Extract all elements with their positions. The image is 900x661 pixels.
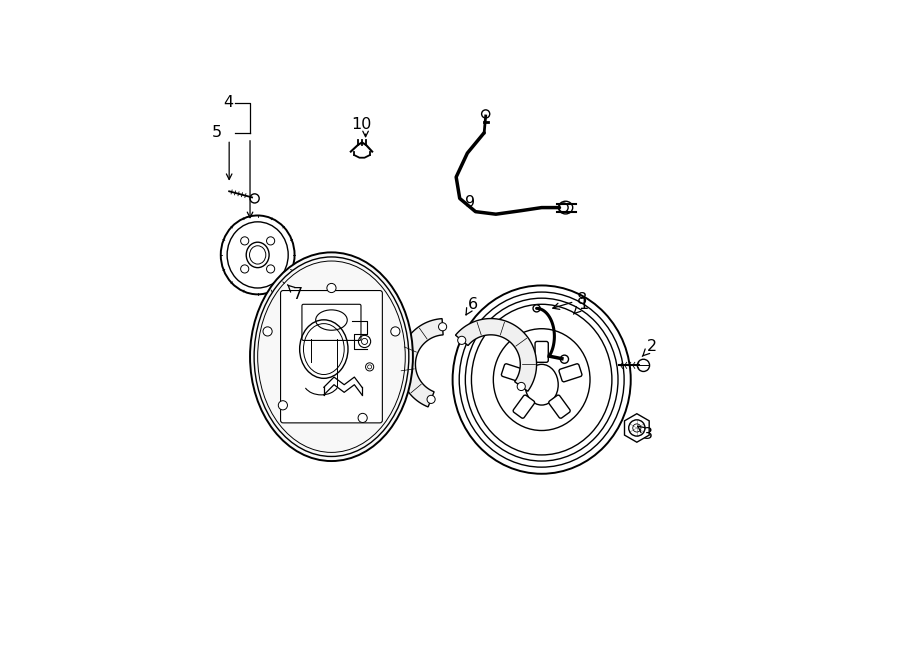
- Circle shape: [458, 336, 466, 344]
- Ellipse shape: [559, 201, 572, 214]
- Circle shape: [561, 355, 569, 364]
- Circle shape: [629, 420, 645, 436]
- Ellipse shape: [247, 242, 269, 268]
- Ellipse shape: [250, 194, 259, 203]
- Circle shape: [427, 395, 436, 403]
- Text: 8: 8: [553, 292, 588, 309]
- Text: 6: 6: [466, 297, 478, 315]
- Text: 3: 3: [638, 426, 653, 442]
- Circle shape: [266, 265, 274, 273]
- FancyBboxPatch shape: [549, 395, 571, 418]
- Circle shape: [365, 363, 374, 371]
- Text: 4: 4: [223, 95, 233, 110]
- Circle shape: [391, 327, 400, 336]
- Text: 5: 5: [212, 126, 222, 140]
- Circle shape: [358, 413, 367, 422]
- Circle shape: [278, 401, 287, 410]
- Circle shape: [263, 327, 272, 336]
- FancyBboxPatch shape: [559, 364, 582, 382]
- Circle shape: [482, 110, 490, 118]
- Circle shape: [327, 284, 336, 293]
- Text: 10: 10: [351, 116, 371, 132]
- FancyBboxPatch shape: [513, 395, 535, 418]
- FancyBboxPatch shape: [302, 304, 361, 340]
- Ellipse shape: [493, 329, 590, 430]
- Circle shape: [240, 265, 248, 273]
- FancyBboxPatch shape: [536, 342, 548, 362]
- Circle shape: [240, 237, 248, 245]
- Polygon shape: [625, 414, 649, 442]
- FancyBboxPatch shape: [281, 291, 382, 423]
- Text: 9: 9: [465, 195, 475, 210]
- Ellipse shape: [637, 360, 650, 371]
- Circle shape: [266, 237, 274, 245]
- Circle shape: [438, 323, 446, 330]
- Circle shape: [533, 305, 540, 312]
- Ellipse shape: [250, 253, 413, 461]
- Polygon shape: [400, 319, 443, 407]
- Text: 7: 7: [287, 285, 302, 301]
- Text: 2: 2: [643, 339, 657, 356]
- Polygon shape: [455, 319, 536, 391]
- FancyBboxPatch shape: [501, 364, 525, 382]
- Text: 1: 1: [573, 297, 589, 314]
- Ellipse shape: [220, 215, 294, 294]
- Ellipse shape: [453, 286, 631, 474]
- Circle shape: [518, 383, 526, 391]
- Ellipse shape: [227, 222, 288, 288]
